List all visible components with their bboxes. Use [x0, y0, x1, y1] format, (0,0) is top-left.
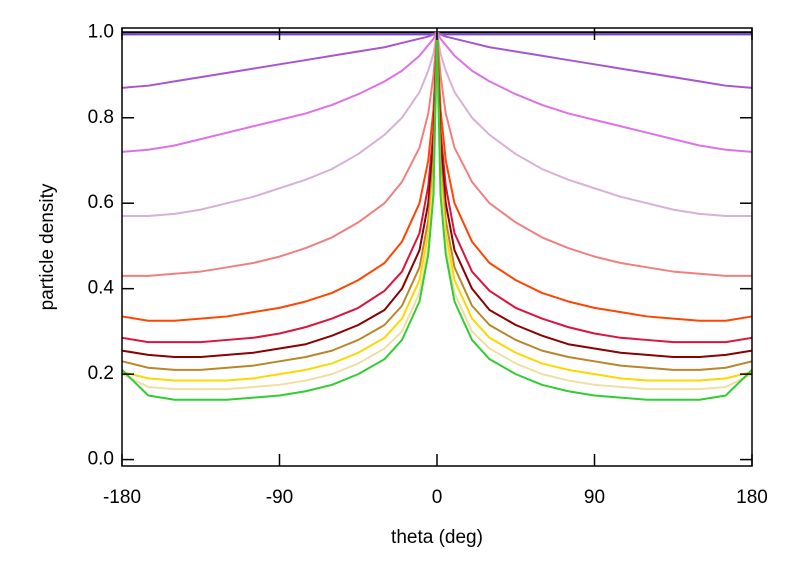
data-line — [121, 56, 753, 391]
y-tick-label: 0.8 — [88, 107, 114, 128]
x-tick-label: 90 — [584, 487, 605, 508]
x-tick-label: 0 — [432, 487, 443, 508]
data-line — [121, 52, 753, 382]
y-tick-label: 0.4 — [88, 278, 115, 299]
data-line — [121, 48, 753, 371]
x-tick-label: -90 — [266, 487, 293, 508]
y-tick-label: 0.2 — [88, 363, 114, 384]
y-axis-label: particle density — [37, 183, 58, 310]
y-tick-label: 0.0 — [88, 449, 114, 470]
y-tick-label: 0.6 — [88, 192, 114, 213]
x-tick-label: -180 — [103, 487, 141, 508]
x-axis-label: theta (deg) — [391, 527, 483, 548]
x-tick-label: 180 — [736, 487, 768, 508]
y-tick-label: 1.0 — [88, 21, 114, 42]
